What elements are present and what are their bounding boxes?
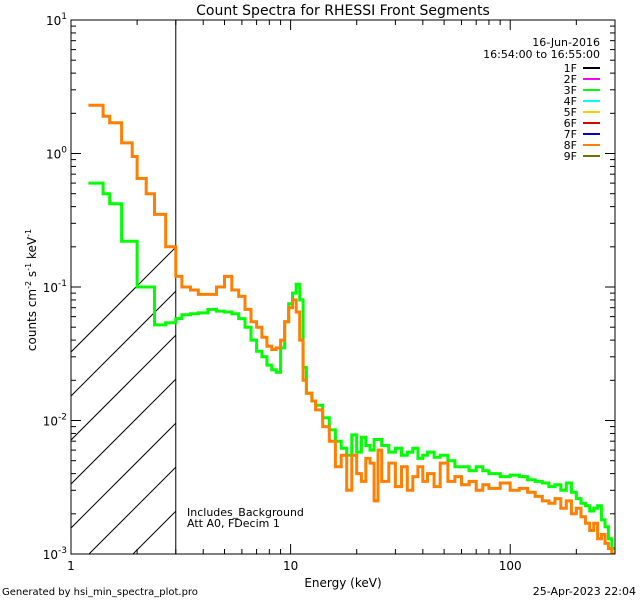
x-tick-label: 1 <box>67 559 75 573</box>
legend-label-9F: 9F <box>564 150 577 163</box>
y-axis-label: counts cm-2 s-1 keV-1 <box>24 229 39 351</box>
y-tick-label: 101 <box>46 12 67 28</box>
legend-label-6F: 6F <box>564 117 577 130</box>
y-tick-label: 10-2 <box>43 413 67 429</box>
legend-label-1F: 1F <box>564 62 577 75</box>
legend-label-4F: 4F <box>564 95 577 108</box>
y-tick-label: 10-3 <box>43 546 67 562</box>
generated-by: Generated by hsi_min_spectra_plot.pro <box>2 587 198 598</box>
hatch-line <box>617 20 640 554</box>
legend-label-3F: 3F <box>564 84 577 97</box>
x-tick-label: 10 <box>283 559 298 573</box>
legend-label-2F: 2F <box>564 73 577 86</box>
series-layer <box>88 103 615 554</box>
y-tick-label: 10-1 <box>43 279 67 295</box>
legend-label-8F: 8F <box>564 139 577 152</box>
series-line-8F <box>88 103 615 554</box>
observation-time-range: 16:54:00 to 16:55:00 <box>483 48 600 61</box>
generation-timestamp: 25-Apr-2023 22:04 <box>533 585 636 598</box>
x-axis-label: Energy (keV) <box>304 576 381 590</box>
chart-title: Count Spectra for RHESSI Front Segments <box>196 3 490 19</box>
axis-ticks <box>70 20 616 555</box>
excluded-region-hatch <box>71 20 640 554</box>
attenuator-note: Att A0, FDecim 1 <box>187 517 280 530</box>
x-tick-label: 100 <box>499 559 522 573</box>
y-tick-labels: 101 100 10-1 10-2 10-3 <box>43 12 68 562</box>
legend-label-5F: 5F <box>564 106 577 119</box>
observation-date: 16-Jun-2016 <box>532 36 600 49</box>
x-tick-labels: 1 10 100 <box>67 559 521 573</box>
y-tick-label: 100 <box>46 146 67 162</box>
background-note: Includes_Background <box>187 506 304 519</box>
legend-label-7F: 7F <box>564 128 577 141</box>
series-line-3F <box>88 181 615 554</box>
